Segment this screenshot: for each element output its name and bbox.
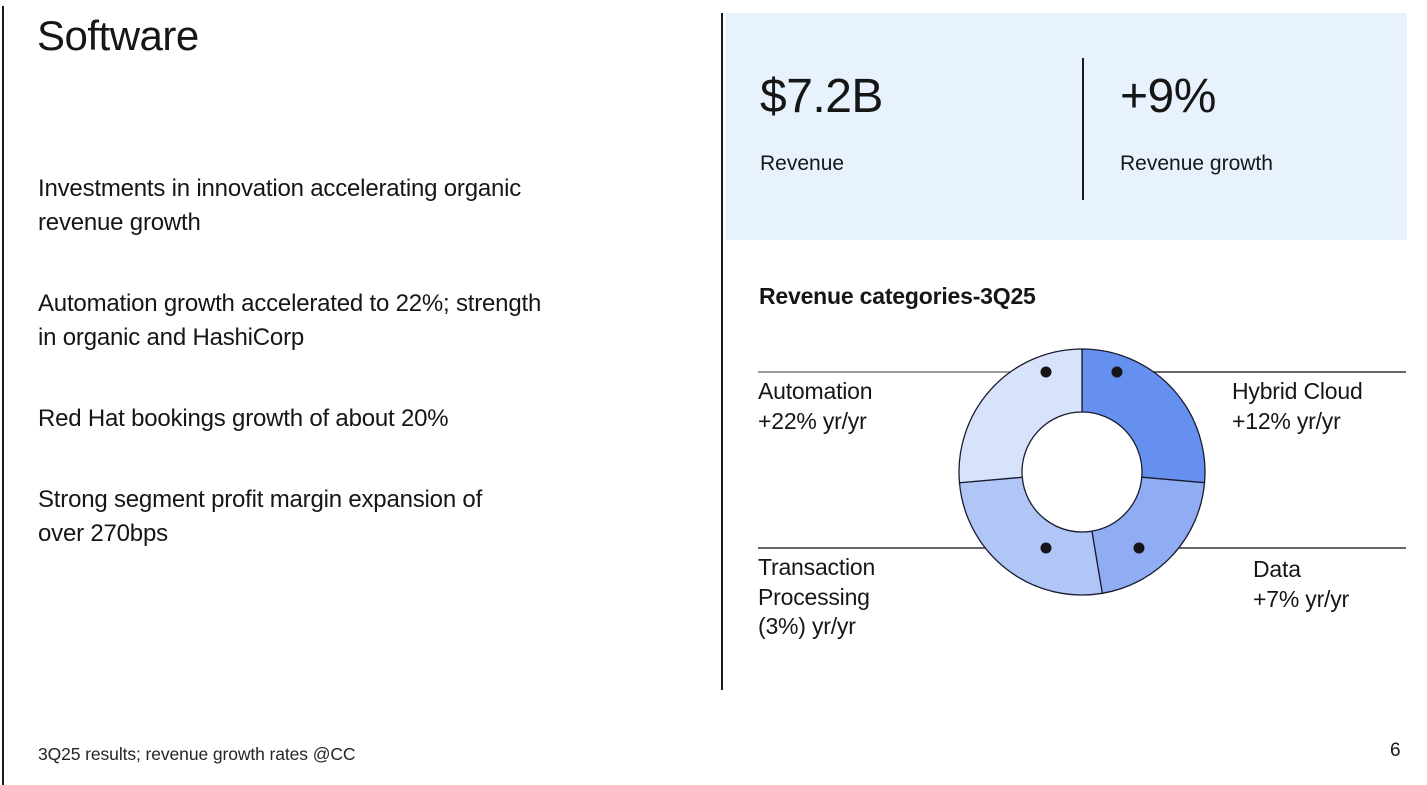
callout-label-hybrid-cloud: Hybrid Cloud +12% yr/yr bbox=[1232, 377, 1363, 436]
stat-divider-rule bbox=[1082, 58, 1084, 200]
revenue-growth-label: Revenue growth bbox=[1120, 152, 1273, 175]
key-point-automation: Automation growth accelerated to 22%; st… bbox=[38, 290, 542, 351]
callout-dot-data bbox=[1133, 542, 1145, 554]
donut-segment-data bbox=[1091, 476, 1206, 595]
donut-segments bbox=[958, 348, 1206, 596]
callout-dot-hybrid-cloud bbox=[1111, 366, 1123, 378]
callout-data-growth: +7% yr/yr bbox=[1253, 585, 1349, 612]
callout-automation-growth: +22% yr/yr bbox=[758, 407, 867, 434]
callout-transaction-processing-name-2: Processing bbox=[758, 583, 870, 610]
callout-transaction-processing-name-1: Transaction bbox=[758, 554, 876, 580]
revenue-value: $7.2B bbox=[760, 70, 883, 123]
key-point-redhat: Red Hat bookings growth of about 20% bbox=[38, 405, 449, 432]
callout-label-transaction-processing: Transaction Processing (3%) yr/yr bbox=[758, 553, 875, 642]
callout-hybrid-cloud-name: Hybrid Cloud bbox=[1232, 378, 1363, 404]
footnote: 3Q25 results; revenue growth rates @CC bbox=[38, 744, 356, 764]
callout-dot-automation bbox=[1040, 366, 1052, 378]
chart-title: Revenue categories-3Q25 bbox=[759, 283, 1036, 309]
page-number: 6 bbox=[1390, 740, 1401, 761]
donut-segment-automation bbox=[958, 348, 1083, 484]
key-points: Investments in innovation accelerating o… bbox=[38, 172, 658, 598]
page-title: Software bbox=[37, 12, 199, 59]
left-edge-rule bbox=[2, 6, 4, 785]
callout-hybrid-cloud-growth: +12% yr/yr bbox=[1232, 407, 1341, 434]
revenue-growth-value: +9% bbox=[1120, 70, 1216, 123]
revenue-stat-box: $7.2B Revenue +9% Revenue growth bbox=[726, 13, 1407, 240]
donut-segment-hybrid-cloud bbox=[1081, 348, 1206, 484]
donut-chart bbox=[758, 348, 1406, 596]
key-point-margin: Strong segment profit margin expansion o… bbox=[38, 486, 483, 547]
callout-dot-transaction-processing bbox=[1040, 542, 1052, 554]
callout-data-name: Data bbox=[1253, 556, 1301, 582]
revenue-label: Revenue bbox=[760, 152, 845, 175]
key-point-innovation: Investments in innovation accelerating o… bbox=[38, 175, 522, 236]
column-divider-rule bbox=[721, 13, 723, 690]
callout-automation-name: Automation bbox=[758, 378, 873, 404]
donut-segment-transaction-processing bbox=[958, 476, 1104, 596]
callout-label-data: Data +7% yr/yr bbox=[1253, 555, 1349, 614]
callout-label-automation: Automation +22% yr/yr bbox=[758, 377, 873, 436]
callout-transaction-processing-growth: (3%) yr/yr bbox=[758, 613, 856, 639]
